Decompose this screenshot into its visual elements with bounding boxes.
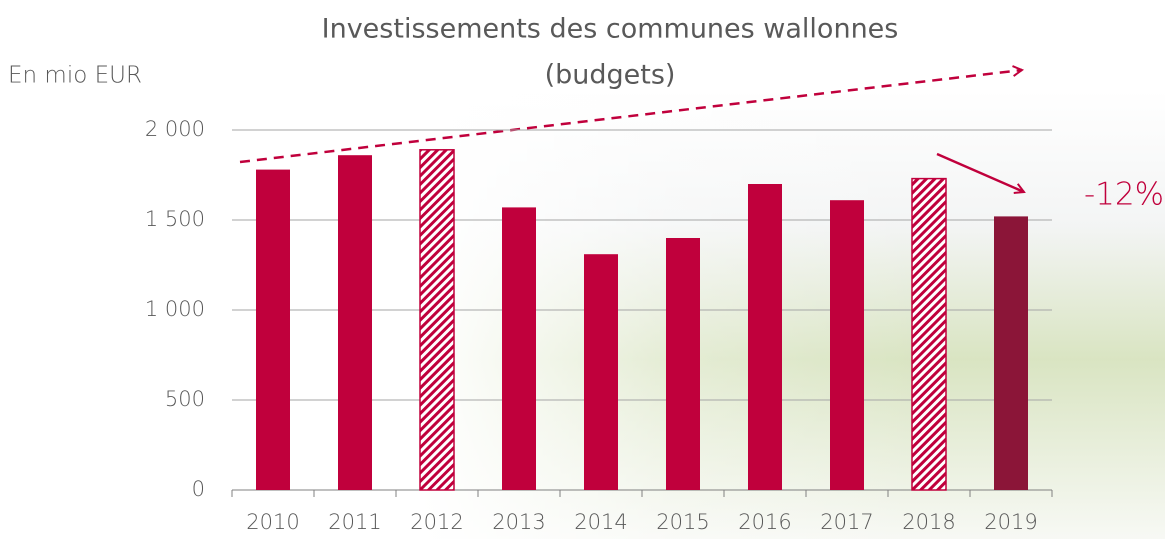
y-axis-label: En mio EUR [8,63,142,89]
x-tick-label: 2019 [984,510,1037,534]
y-tick-label: 1 000 [145,297,205,321]
bar [830,200,864,490]
x-tick-label: 2012 [410,510,463,534]
y-tick-label: 500 [165,387,205,411]
x-tick-label: 2010 [246,510,299,534]
x-tick-label: 2016 [738,510,791,534]
x-tick-label: 2014 [574,510,627,534]
x-tick-label: 2017 [820,510,873,534]
bar [748,184,782,490]
x-tick-label: 2018 [902,510,955,534]
bar [584,254,618,490]
bar [994,216,1028,490]
chart-title: Investissements des communes wallonnes [322,14,899,45]
bar [256,170,290,490]
y-tick-label: 2 000 [145,117,205,141]
y-tick-label: 0 [192,477,205,501]
bar [502,207,536,490]
x-tick-label: 2015 [656,510,709,534]
annotation: -12% [1084,177,1164,213]
x-tick-label: 2013 [492,510,545,534]
bar [338,155,372,490]
y-tick-label: 1 500 [145,207,205,231]
chart: Investissements des communes wallonnes (… [0,0,1165,539]
bar [666,238,700,490]
bar [912,179,946,490]
bar [420,150,454,490]
x-tick-label: 2011 [328,510,381,534]
chart-title: (budgets) [545,60,676,91]
